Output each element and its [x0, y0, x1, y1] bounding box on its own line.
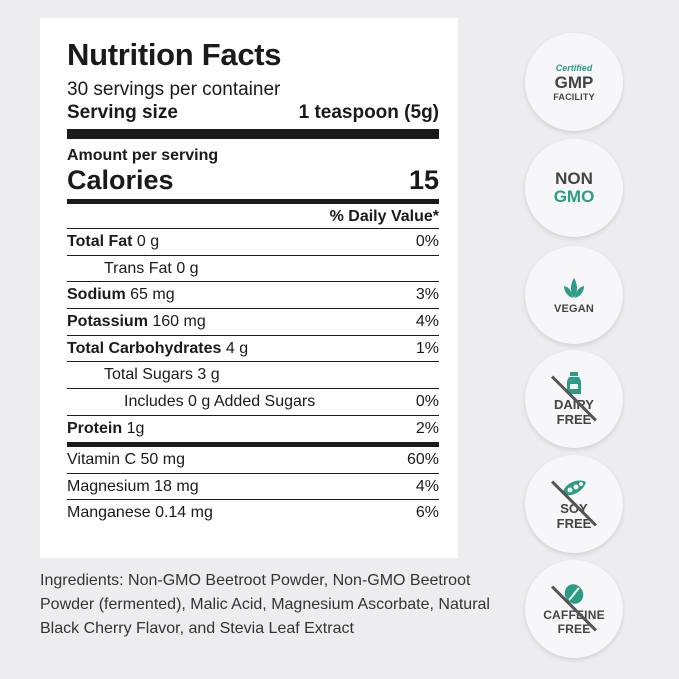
- nutrient-percent: 4%: [415, 313, 439, 331]
- nutrient-name: Protein: [67, 419, 123, 437]
- soy-free-badge: SOY FREE: [525, 455, 623, 553]
- gmp-badge: Certified GMP FACILITY: [525, 33, 623, 131]
- nutrient-row-total-fat: Total Fat 0 g 0%: [67, 229, 439, 256]
- nutrient-row-total-sugars: Total Sugars 3 g: [67, 362, 439, 390]
- nutrient-name: Total Fat: [67, 233, 133, 250]
- nutrient-percent: 3%: [415, 286, 439, 304]
- calories-row: Calories 15: [67, 165, 439, 204]
- nutrient-amount: Includes 0 g Added Sugars: [124, 393, 316, 411]
- servings-per-container: 30 servings per container: [67, 79, 281, 100]
- dairy-free-badge: DAIRY FREE: [525, 350, 623, 448]
- nutrient-row-carbohydrates: Total Carbohydrates 4 g 1%: [67, 336, 439, 363]
- nutrient-amount: 65 mg: [125, 286, 175, 304]
- non-gmo-badge: NON GMO: [525, 139, 623, 237]
- amount-per-serving: Amount per serving: [67, 147, 219, 164]
- nutrient-percent: 0%: [415, 393, 439, 411]
- ingredients-text: Ingredients: Non-GMO Beetroot Powder, No…: [40, 572, 490, 637]
- caffeine-line2: FREE: [557, 621, 591, 636]
- soy-line2: FREE: [556, 515, 592, 531]
- nutrient-name: Potassium: [67, 313, 148, 331]
- nutrient-amount: Total Sugars 3 g: [104, 366, 220, 384]
- milk-bottle-icon: [567, 371, 581, 394]
- nutrient-row-added-sugars: Includes 0 g Added Sugars 0%: [67, 389, 439, 416]
- nutrient-percent: 0%: [415, 233, 439, 250]
- gmp-certified-text: Certified: [555, 62, 593, 73]
- nutrient-row-manganese: Manganese 0.14 mg 6%: [67, 500, 439, 527]
- nutrient-amount: 4 g: [221, 339, 249, 357]
- nutrition-title: Nutrition Facts: [67, 37, 282, 72]
- gmp-facility-text: FACILITY: [553, 91, 595, 102]
- vegan-label: VEGAN: [553, 302, 595, 315]
- nutrient-row-protein: Protein 1g 2%: [67, 416, 439, 447]
- vegan-badge: VEGAN: [525, 246, 623, 344]
- nutrient-percent: 6%: [415, 504, 439, 522]
- nutrient-row-magnesium: Magnesium 18 mg 4%: [67, 474, 439, 501]
- non-gmo-line2: GMO: [553, 187, 595, 206]
- caffeine-line1: CAFFEINE: [543, 607, 605, 622]
- nutrient-amount: Magnesium 18 mg: [67, 477, 199, 495]
- non-gmo-line1: NON: [555, 169, 593, 188]
- serving-size-row: Serving size 1 teaspoon (5g): [67, 101, 439, 139]
- nutrient-amount: 0 g: [132, 233, 160, 250]
- nutrient-row-trans-fat: Trans Fat 0 g: [67, 256, 439, 283]
- caffeine-free-badge: CAFFEINE FREE: [525, 560, 623, 658]
- nutrient-row-potassium: Potassium 160 mg 4%: [67, 309, 439, 336]
- nutrient-name: Sodium: [67, 286, 126, 304]
- nutrient-percent: 60%: [406, 450, 439, 468]
- nutrient-percent: 2%: [415, 419, 439, 437]
- serving-size-label: Serving size: [67, 102, 178, 123]
- nutrient-amount: 1g: [122, 419, 145, 437]
- nutrient-amount: 160 mg: [147, 313, 206, 331]
- nutrient-amount: Trans Fat 0 g: [104, 259, 199, 277]
- nutrient-row-sodium: Sodium 65 mg 3%: [67, 282, 439, 310]
- nutrition-facts-panel: Nutrition Facts 30 servings per containe…: [40, 18, 458, 558]
- calories-label: Calories: [67, 165, 174, 195]
- dairy-line2: FREE: [556, 411, 592, 427]
- coffee-bean-icon: [564, 583, 584, 604]
- nutrient-name: Total Carbohydrates: [67, 339, 222, 357]
- nutrient-percent: 1%: [415, 339, 439, 357]
- calories-value: 15: [408, 165, 439, 195]
- daily-value-header: % Daily Value*: [67, 204, 439, 229]
- soybean-icon: [562, 480, 586, 495]
- nutrient-row-vitamin-c: Vitamin C 50 mg 60%: [67, 447, 439, 474]
- gmp-text: GMP: [554, 72, 594, 92]
- nutrient-percent: 4%: [415, 477, 439, 495]
- nutrient-amount: Manganese 0.14 mg: [67, 504, 213, 522]
- leaf-icon: [564, 277, 584, 298]
- nutrient-amount: Vitamin C 50 mg: [67, 450, 185, 468]
- serving-size-value: 1 teaspoon (5g): [298, 102, 439, 123]
